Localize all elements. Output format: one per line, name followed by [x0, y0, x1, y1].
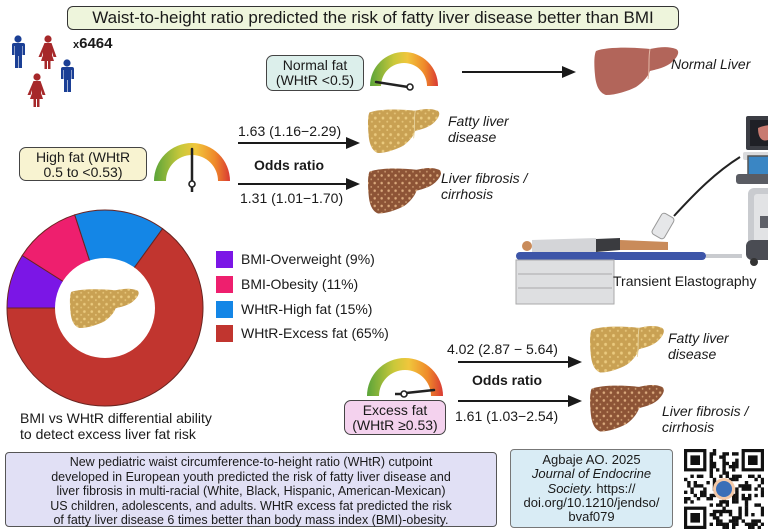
- man-icon: [61, 59, 74, 92]
- summary-box: New pediatric waist circumference-to-hei…: [5, 452, 497, 527]
- doi-link[interactable]: doi.org/10.1210/jendso/: [523, 494, 660, 510]
- woman-icon: [38, 35, 57, 69]
- excess-fat-badge: Excess fat (WHtR ≥0.53): [344, 400, 446, 435]
- fibrotic-liver-icon: [368, 168, 441, 214]
- fibrosis-label-excess: Liver fibrosis / cirrhosis: [662, 403, 749, 435]
- arrow-high-fibrosis: [238, 178, 360, 190]
- fibrotic-liver-icon: [590, 385, 664, 432]
- normal-fat-badge: Normal fat (WHtR <0.5): [266, 55, 364, 91]
- fatty-liver-label-excess: Fatty liver disease: [668, 330, 729, 362]
- woman-icon: [27, 73, 46, 107]
- legend-swatch: [216, 251, 233, 268]
- donut-chart: [6, 209, 204, 407]
- normal-liver-icon: [594, 47, 679, 95]
- gauge-excess-icon: [367, 358, 443, 398]
- legend-label: BMI-Overweight (9%): [241, 251, 375, 267]
- participants-icon: [12, 35, 74, 107]
- legend-swatch: [216, 325, 233, 342]
- qr-code-icon[interactable]: [684, 449, 764, 529]
- arrow-normal: [462, 66, 576, 78]
- arrow-high-fatty: [238, 137, 360, 149]
- title-banner: Waist-to-height ratio predicted the risk…: [67, 6, 679, 30]
- fatty-liver-icon: [590, 326, 664, 373]
- gauge-normal-icon: [370, 52, 438, 91]
- man-icon: [12, 35, 25, 68]
- gauge-high-icon: [154, 143, 230, 192]
- doi-link[interactable]: bvaf079: [568, 509, 615, 525]
- or-high-fibrosis: 1.31 (1.01−1.70): [240, 190, 344, 206]
- or-high-fatty: 1.63 (1.16−2.29): [238, 123, 342, 139]
- elastography-machine-illustration: [515, 116, 768, 305]
- legend-label: WHtR-High fat (15%): [241, 301, 373, 317]
- fatty-liver-icon: [367, 108, 440, 153]
- odds-ratio-label: Odds ratio: [254, 157, 325, 173]
- legend-swatch: [216, 276, 233, 293]
- donut-slice-whtr-high-fat: [74, 209, 164, 310]
- chart-caption: BMI vs WHtR differential ability to dete…: [20, 410, 212, 442]
- participant-count: x6464: [73, 35, 113, 52]
- odds-ratio-label-excess: Odds ratio: [472, 372, 543, 388]
- or-excess-fatty: 4.02 (2.87 − 5.64): [447, 341, 558, 357]
- arrow-excess-fibrosis: [458, 395, 582, 407]
- elastography-label: Transient Elastography: [613, 273, 757, 289]
- legend-label: WHtR-Excess fat (65%): [241, 325, 389, 341]
- legend-swatch: [216, 301, 233, 318]
- arrow-excess-fatty: [458, 356, 582, 368]
- fatty-liver-label: Fatty liver disease: [448, 113, 509, 145]
- normal-liver-label: Normal Liver: [671, 56, 751, 72]
- high-fat-badge: High fat (WHtR 0.5 to <0.53): [19, 147, 147, 181]
- page-title: Waist-to-height ratio predicted the risk…: [92, 8, 654, 27]
- legend-label: BMI-Obesity (11%): [241, 276, 359, 292]
- doi-link[interactable]: https://: [592, 480, 636, 496]
- or-excess-fibrosis: 1.61 (1.03−2.54): [455, 408, 559, 424]
- fibrosis-label: Liver fibrosis / cirrhosis: [441, 170, 528, 202]
- citation-box: Agbaje AO. 2025 Journal of Endocrine Soc…: [510, 449, 673, 528]
